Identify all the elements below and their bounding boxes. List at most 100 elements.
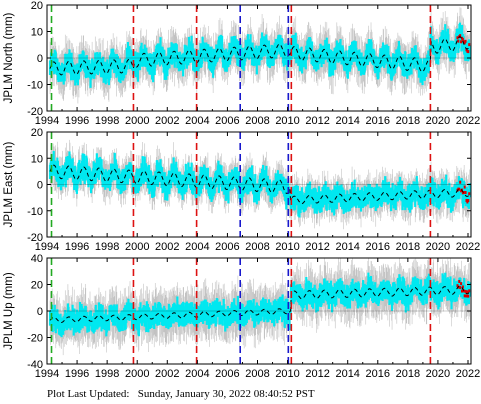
data-point: [334, 55, 337, 70]
data-point: [265, 165, 268, 180]
y-axis-label-east: JPLM East (mm): [3, 142, 15, 228]
data-point: [101, 305, 104, 320]
data-point: [235, 167, 238, 182]
recent-points-north: [456, 34, 471, 54]
data-point: [166, 55, 169, 70]
recent-point: [457, 39, 460, 43]
data-point: [403, 278, 406, 293]
data-point: [235, 39, 238, 54]
data-point: [141, 156, 144, 171]
data-point: [85, 158, 88, 173]
data-point: [284, 187, 287, 202]
data-point: [460, 24, 464, 40]
data-point: [63, 66, 66, 82]
x-tick-label: 2018: [396, 115, 420, 127]
data-point: [78, 159, 81, 175]
data-point: [66, 155, 69, 171]
data-point: [71, 158, 74, 173]
x-tick-label: 2014: [335, 241, 359, 253]
recent-point: [463, 185, 466, 189]
data-point: [427, 59, 431, 74]
data-point: [389, 56, 392, 71]
panel-north: 1994 1996 1998 2000 2002 2004 2006 2008 2010 2012…: [3, 0, 480, 127]
data-point: [52, 150, 55, 166]
data-point: [249, 34, 252, 49]
recent-point: [456, 36, 459, 40]
data-point: [445, 174, 448, 189]
data-point: [322, 288, 325, 304]
x-tick-label: 2006: [215, 241, 239, 253]
data-point: [167, 314, 170, 330]
data-point: [89, 73, 92, 88]
recent-point: [464, 39, 467, 43]
data-point: [367, 272, 370, 287]
data-point: [210, 46, 213, 62]
data-point: [85, 55, 88, 70]
data-point: [356, 294, 359, 309]
data-point: [223, 304, 226, 319]
data-point: [460, 178, 464, 194]
data-point: [314, 289, 317, 304]
data-point: [92, 161, 95, 176]
data-point: [181, 185, 184, 200]
x-tick-label: 2022: [456, 115, 480, 127]
data-point: [447, 34, 450, 49]
data-point: [83, 153, 86, 169]
data-point: [173, 53, 176, 68]
data-point: [78, 301, 82, 317]
recent-point: [459, 180, 462, 184]
model-curve-north: [288, 46, 431, 73]
x-tick-label: 2022: [456, 241, 480, 253]
data-point: [421, 187, 424, 202]
data-point: [136, 67, 139, 82]
data-point: [339, 278, 342, 293]
data-point: [281, 294, 284, 309]
data-point: [410, 60, 413, 75]
data-point: [159, 37, 162, 52]
data-point: [334, 186, 337, 202]
data-point: [307, 281, 311, 296]
data-point: [445, 39, 448, 54]
data-point: [250, 165, 254, 180]
recent-points-east: [456, 180, 471, 204]
x-tick-label: 2010: [275, 115, 299, 127]
data-point: [277, 305, 281, 321]
x-tick-label: 2020: [426, 115, 450, 127]
x-tick-label: 2020: [426, 241, 450, 253]
data-point: [286, 56, 289, 71]
data-point: [107, 316, 111, 331]
data-point: [166, 186, 169, 201]
data-point: [273, 312, 276, 327]
x-tick-label: 2012: [305, 241, 329, 253]
data-point: [257, 186, 261, 201]
data-point: [66, 315, 69, 330]
data-point: [313, 199, 316, 214]
data-point: [67, 163, 71, 178]
data-point: [99, 304, 103, 319]
x-tick-label: 2000: [125, 115, 149, 127]
data-point: [408, 183, 411, 198]
data-point: [419, 58, 423, 73]
data-point: [308, 181, 312, 196]
data-point: [394, 195, 397, 211]
x-tick-label: 1994: [35, 241, 59, 253]
data-point: [176, 296, 179, 311]
y-tick-label: 0: [37, 53, 43, 65]
data-point: [198, 182, 201, 197]
data-point: [414, 45, 417, 60]
data-point: [97, 302, 101, 317]
data-point: [200, 49, 204, 65]
data-point: [137, 321, 141, 337]
data-point: [185, 310, 188, 326]
data-point: [252, 298, 255, 314]
model-curve-north: [133, 43, 290, 69]
y-tick-label: 20: [31, 127, 43, 139]
data-point: [220, 35, 224, 51]
data-point: [357, 283, 361, 298]
data-point: [193, 303, 196, 318]
data-point: [73, 175, 76, 191]
data-point: [267, 40, 271, 55]
x-tick-label: 2016: [366, 241, 390, 253]
data-point: [156, 311, 159, 326]
data-point: [64, 173, 67, 188]
